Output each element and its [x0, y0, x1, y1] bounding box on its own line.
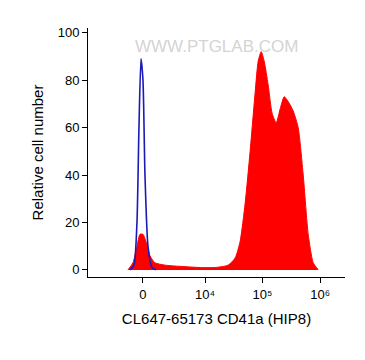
svg-text:80: 80 — [65, 73, 79, 88]
svg-text:20: 20 — [65, 215, 79, 230]
svg-text:WWW.PTGLAB.COM: WWW.PTGLAB.COM — [135, 37, 298, 56]
svg-text:10⁵: 10⁵ — [253, 287, 273, 302]
svg-text:60: 60 — [65, 120, 79, 135]
svg-text:10⁶: 10⁶ — [310, 287, 330, 302]
svg-text:CL647-65173 CD41a (HIP8): CL647-65173 CD41a (HIP8) — [122, 310, 311, 327]
svg-text:0: 0 — [139, 287, 146, 302]
svg-text:40: 40 — [65, 168, 79, 183]
svg-text:0: 0 — [72, 262, 79, 277]
svg-text:100: 100 — [58, 25, 80, 40]
svg-text:10⁴: 10⁴ — [195, 287, 215, 302]
svg-text:Relative cell number: Relative cell number — [29, 85, 46, 221]
